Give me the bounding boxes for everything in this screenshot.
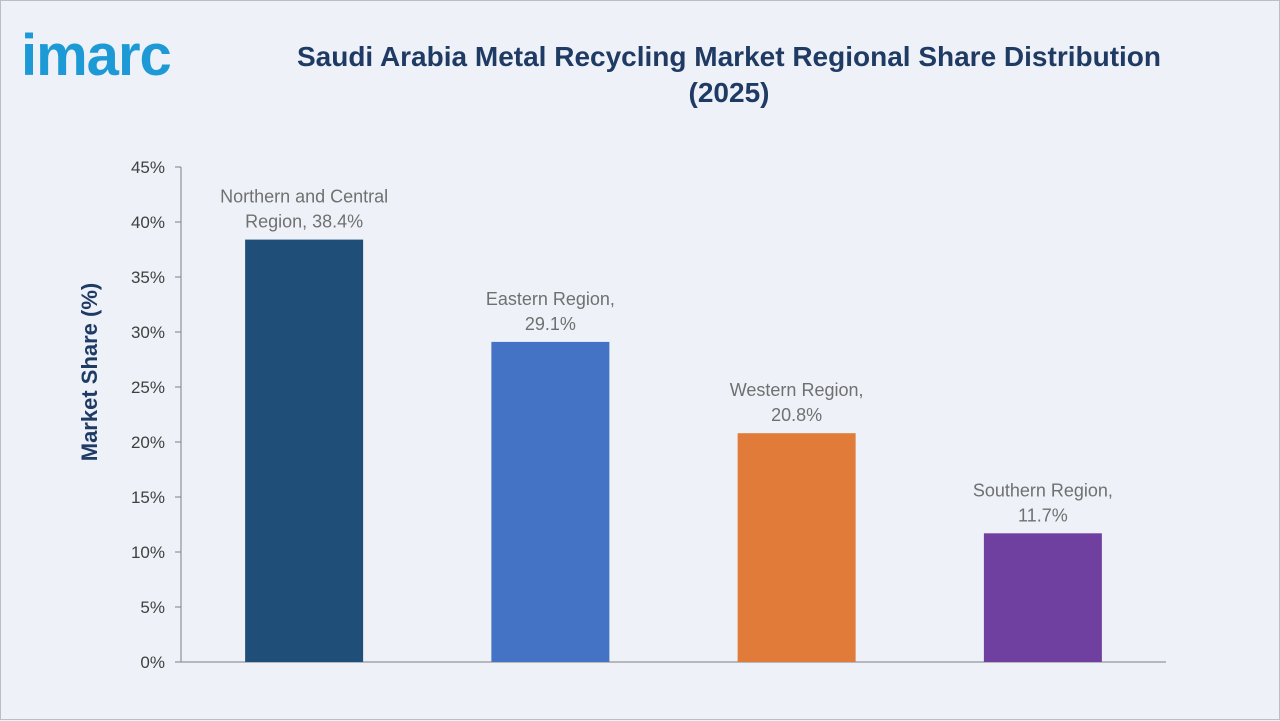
y-tick-label: 5%: [140, 598, 165, 617]
chart-title-line-2: (2025): [688, 77, 770, 108]
bar-eastern-region: [491, 341, 610, 662]
bar-southern-region: [983, 533, 1102, 662]
y-tick-label: 35%: [131, 268, 165, 287]
bar-western-region: [737, 433, 856, 662]
y-tick-label: 15%: [131, 488, 165, 507]
bar-data-label: 29.1%: [525, 314, 576, 334]
bar-data-label: Northern and Central: [220, 187, 388, 207]
y-tick-label: 30%: [131, 323, 165, 342]
bar-data-label: Western Region,: [730, 380, 864, 400]
bar-data-label: 20.8%: [771, 405, 822, 425]
y-tick-label: 10%: [131, 543, 165, 562]
bar-data-label: 11.7%: [1018, 505, 1068, 525]
y-tick-label: 40%: [131, 213, 165, 232]
bar-data-label: Region, 38.4%: [245, 212, 363, 232]
y-tick-label: 0%: [140, 653, 165, 672]
bar-northern-and-central-region: [245, 239, 364, 662]
y-tick-label: 45%: [131, 158, 165, 177]
y-tick-label: 20%: [131, 433, 165, 452]
y-tick-label: 25%: [131, 378, 165, 397]
logo-text: imarc: [21, 23, 171, 88]
imarc-logo: imarc: [21, 23, 172, 88]
bar-data-label: Southern Region,: [973, 480, 1113, 500]
bar-data-label: Eastern Region,: [486, 289, 615, 309]
chart-title-line-1: Saudi Arabia Metal Recycling Market Regi…: [296, 41, 1162, 72]
chart-title: Saudi Arabia Metal Recycling Market Regi…: [261, 39, 1197, 111]
